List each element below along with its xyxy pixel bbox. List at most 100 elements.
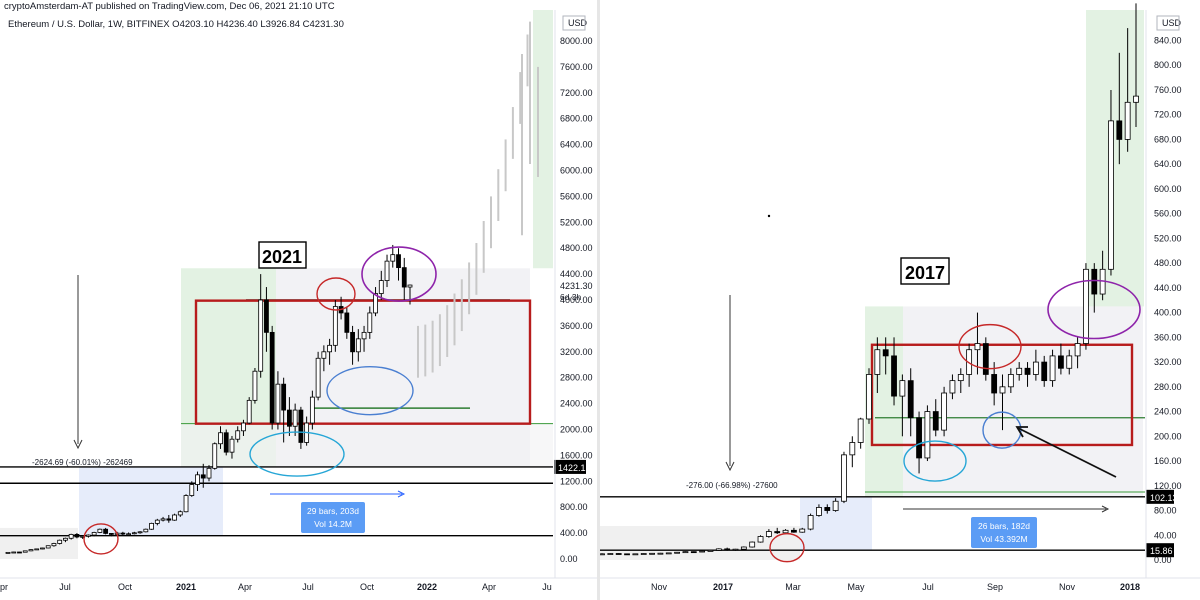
candle-body [607, 553, 614, 555]
candle-body [782, 529, 789, 534]
y-tick-label: 2800.00 [560, 373, 593, 383]
y-tick-label: 200.00 [1154, 431, 1182, 441]
red-range-box [194, 299, 532, 425]
candle-body [11, 551, 17, 554]
candle-body [757, 536, 764, 543]
candle-body [45, 545, 51, 549]
y-tick-label: 320.00 [1154, 357, 1182, 367]
x-tick-label: Apr [238, 582, 252, 592]
candle-body [172, 514, 177, 521]
range-arrow-head [1101, 505, 1110, 513]
y-tick-label: 3200.00 [560, 347, 593, 357]
x-tick-label: Oct [118, 582, 133, 592]
gray-zone [903, 306, 1143, 497]
countdown-label: 6d 3h [560, 292, 582, 302]
candle-body [86, 534, 91, 537]
y-tick-label: 80.00 [1154, 506, 1177, 516]
right-chart-panel[interactable]: USD 0.00 40.00 80.00 120.00 160.00 200.00 240.0… [600, 0, 1200, 600]
purple-circle [361, 246, 437, 302]
candle-body [344, 312, 350, 333]
candle-body [1066, 355, 1073, 369]
candle-body [824, 507, 831, 511]
candle-body [309, 396, 315, 424]
x-tick-label: Jul [922, 582, 934, 592]
candle-body [874, 349, 881, 375]
range-info-box [971, 517, 1037, 548]
x-tick-label: pr [0, 582, 8, 592]
candle-body [674, 551, 680, 554]
x-tick-label: Apr [482, 582, 496, 592]
candle-body [1083, 268, 1089, 344]
cyan-circle [903, 440, 967, 482]
left-chart-panel[interactable]: cryptoAmsterdam-AT published on TradingV… [0, 0, 597, 600]
candle-body [957, 374, 964, 382]
year-title-box [900, 257, 950, 285]
y-tick-label: 7600.00 [560, 62, 593, 72]
y-tick-label: 640.00 [1154, 159, 1182, 169]
candle-body [1058, 355, 1064, 369]
candle-body [1074, 343, 1081, 357]
red-circle-low [83, 523, 119, 555]
candle-body [707, 550, 714, 552]
gray-zone-low [181, 423, 553, 467]
candle-body [166, 518, 172, 521]
year-title: 2017 [905, 263, 945, 283]
candle-body [223, 432, 229, 453]
candle-body [120, 532, 126, 535]
candle-body [235, 430, 241, 440]
blue-circle [326, 365, 414, 416]
candle-body [982, 343, 989, 375]
measure-label: -2624.69 (-60.01%) -262469 [32, 458, 133, 467]
level-price-label: 1422.12 [558, 463, 591, 473]
candle-body [657, 552, 664, 555]
candle-body [1133, 95, 1139, 103]
measure-arrow-head [73, 439, 83, 450]
candle-body [195, 474, 200, 485]
candle-body [275, 383, 281, 424]
candle-body [63, 537, 68, 541]
y-tick-label: 4000.00 [560, 295, 593, 305]
candle-body [724, 548, 731, 551]
y-tick-label: 360.00 [1154, 332, 1182, 342]
candle-body [1049, 355, 1056, 382]
candle-body [765, 531, 772, 537]
candle-body [200, 474, 206, 479]
red-circle-top [958, 323, 1022, 370]
level-price-tag [554, 459, 586, 474]
candle-body [17, 551, 22, 554]
candle-body [57, 539, 63, 544]
chart-2017[interactable]: USD 0.00 40.00 80.00 120.00 160.00 200.00 240.0… [600, 0, 1200, 600]
y-tick-label: 5600.00 [560, 191, 593, 201]
candle-body [882, 349, 889, 357]
candle-body [1016, 367, 1023, 375]
purple-circle [1047, 279, 1141, 340]
y-tick-label: 120.00 [1154, 481, 1182, 491]
y-tick-label: 400.00 [560, 528, 588, 538]
candle-body [131, 532, 137, 535]
y-tick-label: 800.00 [1154, 60, 1182, 70]
range-info-line2: Vol 43.392M [980, 534, 1027, 544]
chart-2021[interactable]: cryptoAmsterdam-AT published on TradingV… [0, 0, 597, 600]
candle-body [1124, 101, 1131, 140]
candle-body [690, 551, 697, 554]
candle-body [22, 550, 28, 553]
candle-body [212, 443, 218, 469]
y-tick-label: 720.00 [1154, 110, 1182, 120]
y-tick-label: 2400.00 [560, 399, 593, 409]
y-tick-label: 760.00 [1154, 85, 1182, 95]
candle-body [600, 553, 605, 556]
y-tick-label: 240.00 [1154, 407, 1182, 417]
year-title-box [258, 241, 307, 269]
candle-body [241, 422, 246, 432]
y-tick-label: 440.00 [1154, 283, 1182, 293]
y-tick-label: 1200.00 [560, 476, 593, 486]
candle-body [1007, 374, 1014, 388]
candle-body [350, 331, 355, 353]
candle-body [206, 467, 212, 479]
candle-body [1024, 367, 1031, 375]
candle-body [615, 553, 622, 555]
range-info-line2: Vol 14.2M [314, 519, 352, 529]
level-price-tag [1146, 489, 1174, 504]
candle-body [665, 552, 672, 555]
y-tick-label: 160.00 [1154, 456, 1182, 466]
